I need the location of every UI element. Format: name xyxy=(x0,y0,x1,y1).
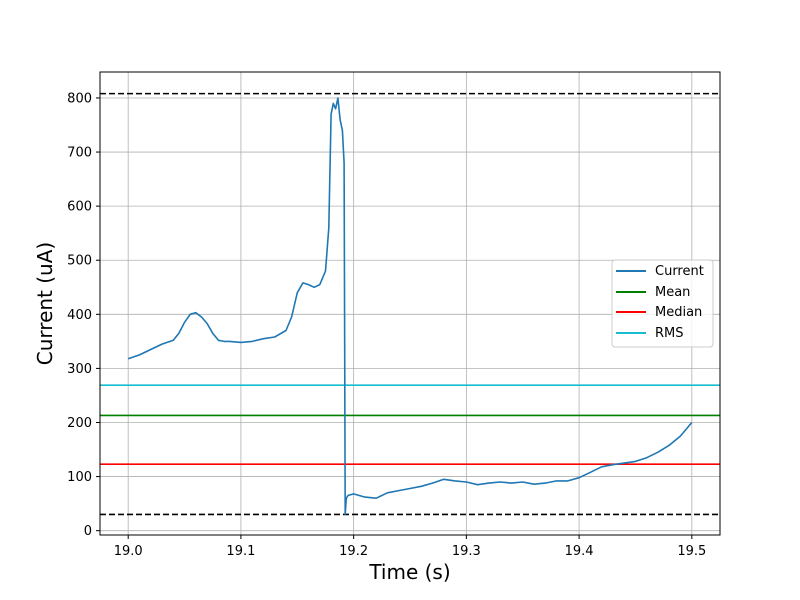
x-tick-label: 19.0 xyxy=(114,544,143,559)
legend-label-current: Current xyxy=(655,264,704,279)
y-tick-label: 600 xyxy=(67,200,92,215)
series-line-current xyxy=(127,97,693,516)
x-tick-label: 19.1 xyxy=(226,544,255,559)
legend: Current Mean Median RMS xyxy=(611,259,714,348)
y-axis-label: Current (uA) xyxy=(33,242,57,365)
y-tick-label: 800 xyxy=(67,91,92,106)
y-tick-label: 700 xyxy=(67,146,92,161)
y-axis-ticks: 0 100 200 300 400 500 600 700 800 xyxy=(67,91,100,539)
plot-frame xyxy=(99,71,721,536)
reference-lines xyxy=(100,92,720,516)
legend-label-rms: RMS xyxy=(655,326,684,341)
y-tick-label: 100 xyxy=(67,470,92,485)
legend-label-mean: Mean xyxy=(655,285,690,300)
x-tick-label: 19.4 xyxy=(565,544,594,559)
x-axis-label: Time (s) xyxy=(368,560,450,584)
x-tick-label: 19.2 xyxy=(339,544,368,559)
legend-label-median: Median xyxy=(655,305,702,320)
y-tick-label: 200 xyxy=(67,416,92,431)
y-tick-label: 500 xyxy=(67,254,92,269)
legend-box xyxy=(611,259,714,348)
series-layer xyxy=(127,97,693,516)
x-tick-label: 19.3 xyxy=(452,544,481,559)
x-axis-ticks: 19.0 19.1 19.2 19.3 19.4 19.5 xyxy=(114,535,706,559)
y-tick-label: 400 xyxy=(67,308,92,323)
y-tick-label: 0 xyxy=(84,524,92,539)
x-tick-label: 19.5 xyxy=(677,544,706,559)
y-tick-label: 300 xyxy=(67,362,92,377)
